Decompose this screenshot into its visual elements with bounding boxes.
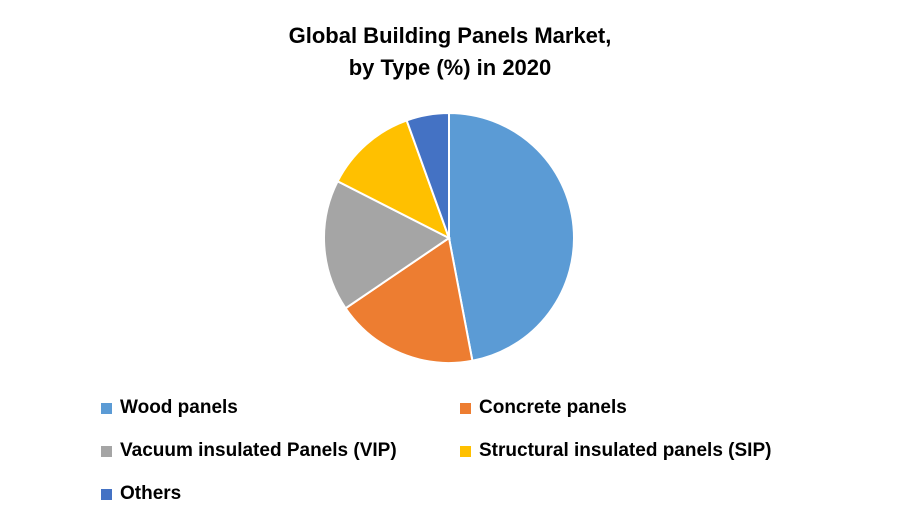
legend-label: Vacuum insulated Panels (VIP) xyxy=(120,440,397,461)
chart-title-line-2: by Type (%) in 2020 xyxy=(348,55,552,80)
pie-slice-structural-insulated-panels-sip xyxy=(336,119,451,241)
chart-title: Global Building Panels Market, by Type (… xyxy=(0,20,900,84)
legend-item-wood-panels: Wood panels xyxy=(101,397,238,419)
legend-label: Others xyxy=(120,483,182,504)
chart-title-line-1: Global Building Panels Market, xyxy=(288,23,612,48)
legend-item-sip: Structural insulated panels (SIP) xyxy=(460,440,771,462)
legend-swatch xyxy=(460,402,471,414)
pie-slice-wood-panels xyxy=(448,111,575,362)
legend-swatch xyxy=(101,445,112,457)
pie-slice-vacuum-insulated-panels-vip xyxy=(323,179,451,310)
legend-label: Wood panels xyxy=(120,397,238,418)
legend-swatch xyxy=(101,402,112,414)
legend-swatch xyxy=(460,445,471,457)
legend-item-vip: Vacuum insulated Panels (VIP) xyxy=(101,440,397,462)
legend-label: Structural insulated panels (SIP) xyxy=(479,440,772,461)
pie-slice-concrete-panels xyxy=(344,236,474,364)
legend-swatch xyxy=(101,488,112,500)
legend-item-concrete-panels: Concrete panels xyxy=(460,397,627,419)
legend-item-others: Others xyxy=(101,483,181,505)
pie-slice-others xyxy=(405,111,450,239)
legend-label: Concrete panels xyxy=(479,397,627,418)
